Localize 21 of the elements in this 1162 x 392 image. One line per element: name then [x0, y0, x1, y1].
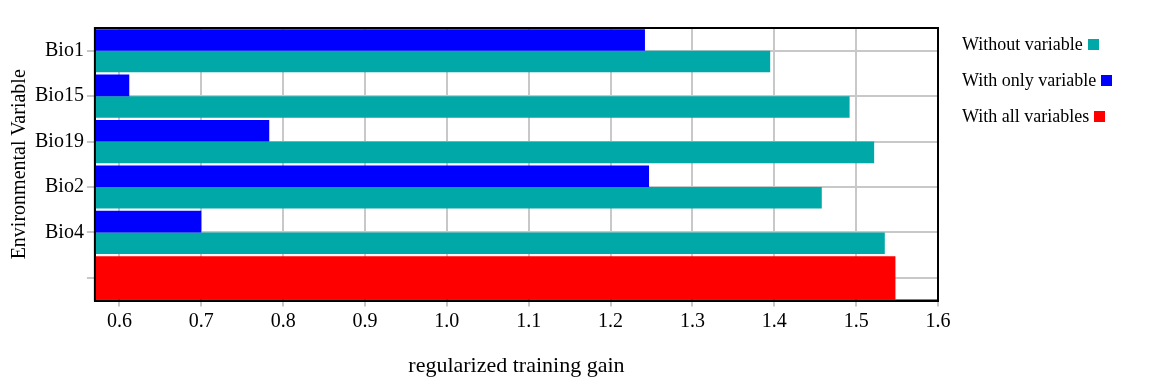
legend-label: Without variable	[962, 33, 1083, 55]
x-tick-label: 1.1	[516, 308, 542, 331]
x-tick-label: 1.5	[843, 308, 869, 331]
y-tick-label: Bio1	[44, 37, 84, 60]
legend-label: With only variable	[962, 69, 1097, 91]
x-axis-title: regularized training gain	[408, 351, 625, 377]
x-tick-label: 1.4	[761, 308, 787, 331]
y-tick-label: Bio19	[34, 128, 84, 151]
x-tick-label: 1.0	[434, 308, 460, 331]
x-tick-label: 1.2	[598, 308, 624, 331]
x-tick-label: 1.3	[679, 308, 705, 331]
x-tick-label: 0.7	[188, 308, 214, 331]
x-tick-label: 0.8	[270, 308, 296, 331]
y-axis-title: Environmental Variable	[7, 69, 30, 260]
y-tick-label: Bio4	[44, 219, 84, 242]
x-tick-label: 1.6	[925, 308, 951, 331]
x-tick-label: 0.6	[106, 308, 132, 331]
legend-label: With all variables	[962, 105, 1090, 127]
x-tick-label: 0.9	[352, 308, 378, 331]
y-tick-label: Bio15	[34, 83, 84, 106]
y-tick-label: Bio2	[44, 174, 84, 197]
